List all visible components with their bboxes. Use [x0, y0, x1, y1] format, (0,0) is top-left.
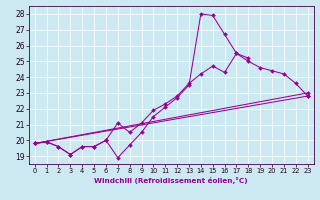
X-axis label: Windchill (Refroidissement éolien,°C): Windchill (Refroidissement éolien,°C)	[94, 177, 248, 184]
